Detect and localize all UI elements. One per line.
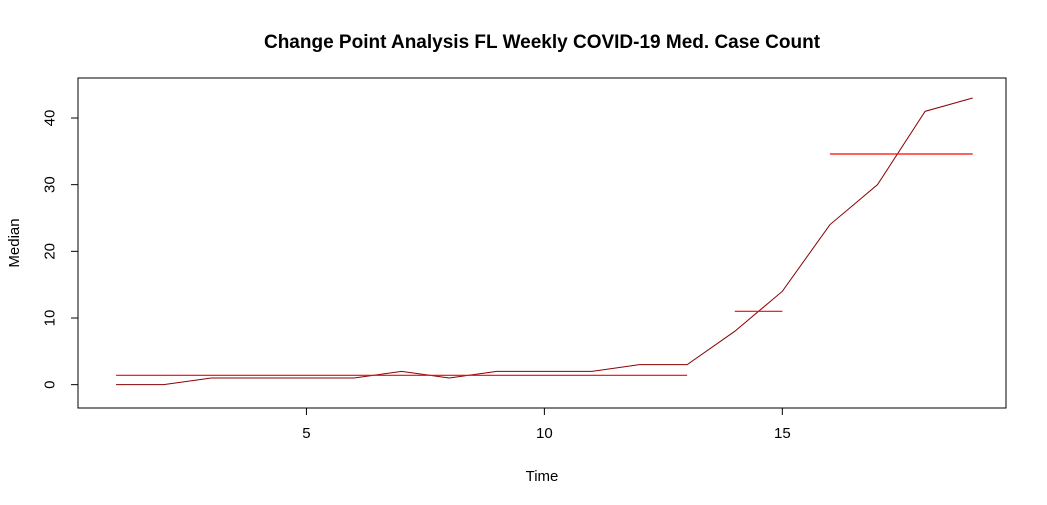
chart-title: Change Point Analysis FL Weekly COVID-19… <box>264 32 821 53</box>
plot-area <box>116 97 973 386</box>
series-line <box>116 97 973 386</box>
x-tick-label: 5 <box>302 425 310 442</box>
plot-frame <box>77 77 1007 409</box>
x-tick-label: 10 <box>536 425 553 442</box>
y-tick-label: 10 <box>42 310 59 327</box>
y-axis-label: Median <box>6 218 23 267</box>
y-tick-label: 0 <box>42 380 59 388</box>
y-tick-label: 30 <box>42 176 59 193</box>
y-tick-label: 40 <box>42 110 59 127</box>
y-tick-label: 20 <box>42 243 59 260</box>
x-tick-label: 15 <box>774 425 791 442</box>
x-axis: 5 10 15 <box>302 407 791 442</box>
y-axis: 0 10 20 30 40 <box>42 110 79 389</box>
x-axis-label: Time <box>526 468 559 485</box>
